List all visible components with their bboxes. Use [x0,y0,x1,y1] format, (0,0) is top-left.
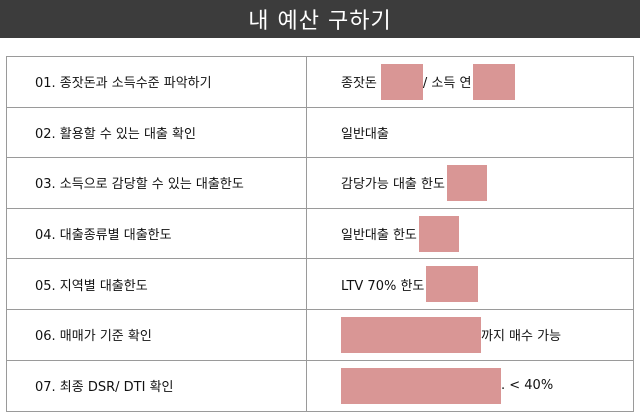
step-result: 일반대출 한도 [307,209,633,259]
redacted-block [380,63,423,100]
table-row: 04. 대출종류별 대출한도 일반대출 한도 [7,208,633,260]
result-text: 감당가능 대출 한도 [341,177,445,193]
table-row: 02. 활용할 수 있는 대출 확인 일반대출 [7,107,633,159]
table-row: 07. 최종 DSR/ DTI 확인 . < 40% [7,360,633,412]
step-result: 까지 매수 가능 [307,310,633,360]
page-title: 내 예산 구하기 [0,0,640,38]
result-text: / 소득 연 [422,76,472,92]
table-row: 06. 매매가 기준 확인 까지 매수 가능 [7,309,633,361]
result-text: 일반대출 [341,126,389,142]
redacted-block [341,316,481,353]
table-row: 05. 지역별 대출한도 LTV 70% 한도 [7,259,633,310]
redacted-block [446,164,487,201]
step-label: 03. 소득으로 감당할 수 있는 대출한도 [7,158,307,208]
step-label: 07. 최종 DSR/ DTI 확인 [7,360,307,412]
step-label: 01. 종잣돈과 소득수준 파악하기 [7,57,307,107]
redacted-block [426,266,479,303]
result-text: 일반대출 한도 [341,228,417,244]
table-row: 01. 종잣돈과 소득수준 파악하기 종잣돈 / 소득 연 [7,57,633,108]
redacted-block [341,367,501,404]
step-result: 감당가능 대출 한도 [307,158,633,208]
step-result: 일반대출 [307,108,633,158]
step-label: 06. 매매가 기준 확인 [7,309,307,360]
result-text: . < 40% [501,378,554,394]
table-row: 03. 소득으로 감당할 수 있는 대출한도 감당가능 대출 한도 [7,158,633,209]
budget-table: 01. 종잣돈과 소득수준 파악하기 종잣돈 / 소득 연 02. 활용할 수 … [6,56,634,413]
step-label: 05. 지역별 대출한도 [7,259,307,309]
step-result: LTV 70% 한도 [307,259,633,309]
step-label: 02. 활용할 수 있는 대출 확인 [7,107,307,158]
redacted-block [418,215,459,252]
step-result: . < 40% [307,361,633,412]
redacted-block [473,63,516,100]
step-result: 종잣돈 / 소득 연 [307,57,633,107]
step-label: 04. 대출종류별 대출한도 [7,208,307,259]
result-text: 종잣돈 [341,76,377,92]
result-text: 까지 매수 가능 [481,329,562,345]
result-text: LTV 70% 한도 [341,278,425,294]
